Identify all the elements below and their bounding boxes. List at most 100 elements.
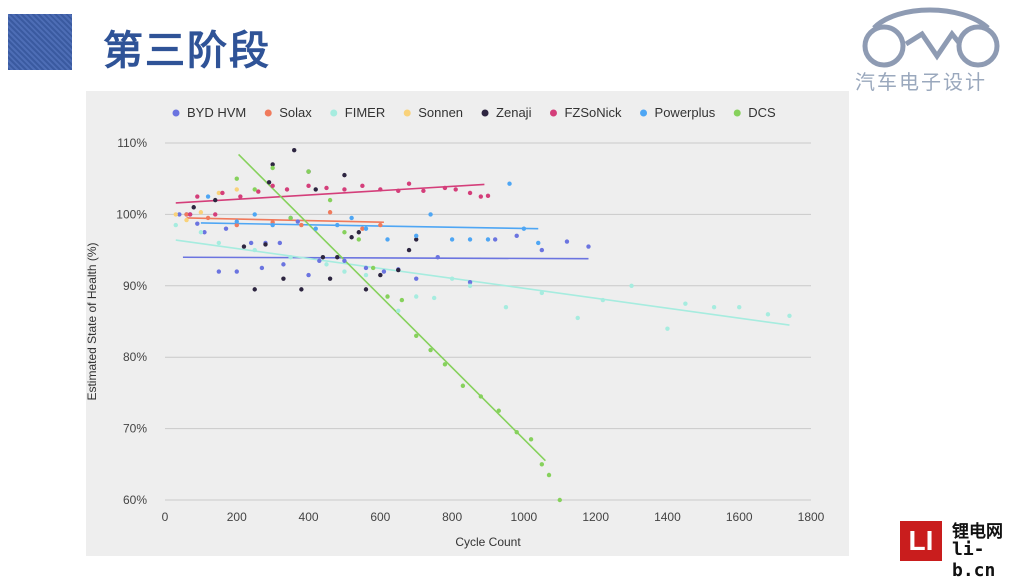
legend-marker: [403, 109, 411, 117]
data-point: [234, 269, 239, 274]
data-point: [220, 190, 225, 196]
data-point: [406, 247, 412, 253]
data-point: [546, 472, 552, 478]
data-point: [281, 262, 286, 267]
y-tick-label: 60%: [123, 493, 147, 507]
data-point: [557, 497, 562, 503]
data-point: [342, 230, 347, 235]
data-point: [205, 215, 211, 221]
x-tick-label: 600: [370, 510, 390, 524]
x-tick-label: 1800: [798, 510, 825, 524]
data-point: [173, 212, 178, 217]
data-point: [396, 188, 401, 194]
data-point: [234, 187, 239, 192]
data-point: [385, 294, 390, 299]
y-tick-label: 80%: [123, 350, 147, 364]
legend-label: FIMER: [345, 105, 385, 120]
data-point: [399, 297, 405, 303]
x-tick-label: 0: [162, 510, 169, 524]
data-point: [467, 190, 473, 196]
data-point: [539, 290, 545, 296]
data-point: [421, 188, 426, 194]
data-point: [378, 222, 383, 228]
data-point: [292, 147, 297, 153]
data-point: [277, 240, 283, 246]
data-point: [195, 221, 200, 226]
data-point: [514, 429, 519, 435]
data-point: [370, 265, 376, 271]
data-point: [317, 258, 322, 264]
data-point: [270, 162, 275, 167]
data-point: [216, 269, 222, 274]
data-point: [431, 295, 437, 301]
data-point: [363, 265, 369, 271]
data-point: [381, 269, 387, 274]
data-point: [414, 237, 419, 242]
data-point: [414, 276, 419, 281]
data-point: [306, 272, 311, 278]
data-point: [184, 212, 189, 217]
data-point: [396, 267, 401, 273]
data-point: [223, 226, 229, 231]
title-accent-block: [8, 14, 72, 70]
data-point: [266, 180, 272, 185]
x-tick-label: 800: [442, 510, 462, 524]
trend-line: [175, 183, 485, 204]
legend-label: Zenaji: [496, 105, 532, 120]
data-point: [198, 210, 204, 215]
data-point: [335, 222, 340, 228]
x-tick-label: 1600: [726, 510, 753, 524]
li-logo-en: li-b.cn: [952, 539, 996, 581]
data-point: [406, 181, 412, 186]
data-point: [528, 437, 534, 442]
data-point: [629, 283, 634, 288]
data-point: [184, 217, 189, 223]
data-point: [363, 272, 369, 278]
data-point: [313, 187, 318, 192]
data-point: [385, 237, 390, 242]
data-point: [252, 247, 257, 253]
data-point: [442, 362, 448, 367]
data-point: [442, 185, 448, 191]
data-point: [195, 194, 200, 199]
data-point: [507, 181, 512, 186]
data-point: [575, 315, 580, 321]
data-point: [252, 212, 257, 217]
data-point: [270, 222, 275, 228]
data-point: [539, 462, 545, 467]
data-point: [342, 187, 347, 192]
data-point: [299, 287, 304, 292]
data-point: [492, 237, 498, 242]
data-point: [238, 194, 243, 199]
data-point: [198, 230, 204, 235]
data-point: [478, 194, 484, 199]
y-axis-label: Estimated State of Health (%): [85, 242, 99, 400]
li-b-logo: LI 锂电网 li-b.cn: [900, 517, 1012, 581]
data-point: [191, 205, 196, 210]
legend-marker: [640, 109, 648, 117]
legend-marker: [481, 109, 489, 117]
y-tick-label: 70%: [123, 422, 147, 436]
data-point: [449, 237, 455, 242]
data-point: [299, 222, 304, 228]
data-point: [414, 333, 419, 338]
data-point: [327, 197, 333, 203]
data-point: [173, 222, 178, 228]
x-tick-label: 1400: [654, 510, 681, 524]
legend-label: Powerplus: [655, 105, 716, 120]
scatter-chart: 60% 70% 80% 90% 100% 110% 0 200 400 600 800 1000 120…: [85, 105, 825, 549]
data-point: [213, 212, 218, 217]
data-point: [248, 240, 254, 246]
li-logo-box: LI: [900, 521, 942, 561]
legend-marker: [264, 109, 272, 117]
chart-background: [86, 91, 849, 556]
data-point: [327, 276, 333, 281]
data-point: [252, 187, 257, 192]
data-point: [737, 305, 742, 310]
y-tick-label: 110%: [117, 136, 147, 150]
data-point: [514, 233, 519, 239]
data-point: [256, 189, 261, 194]
data-point: [600, 297, 606, 303]
legend-label: DCS: [748, 105, 776, 120]
data-point: [295, 219, 300, 224]
